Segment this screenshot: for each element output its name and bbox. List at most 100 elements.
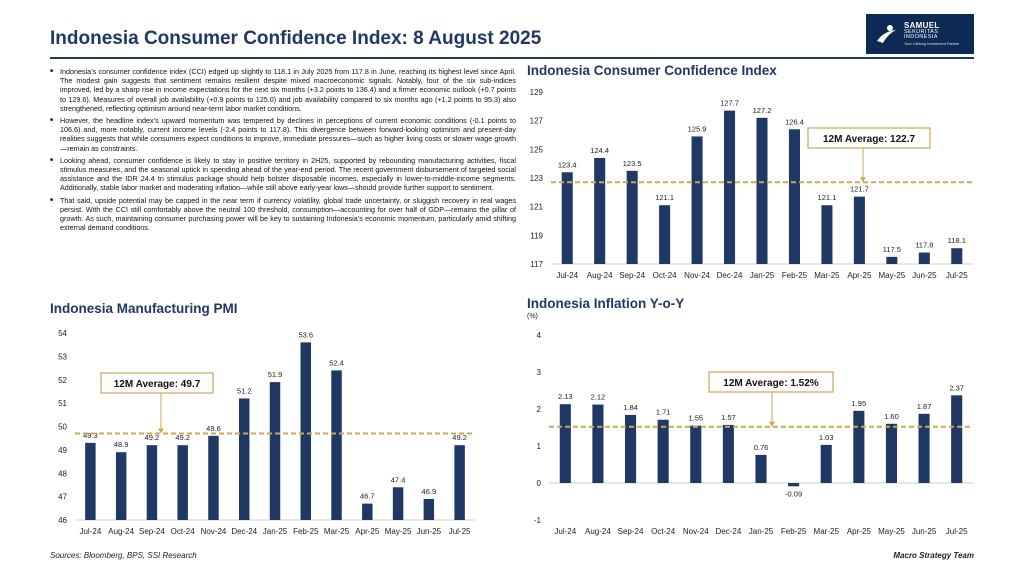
y-tick-label: 119 <box>530 231 543 240</box>
data-label: 118.1 <box>948 236 966 245</box>
data-label: 126.4 <box>785 117 804 126</box>
bar-Dec-24 <box>724 110 736 264</box>
bar-Feb-25 <box>300 342 311 520</box>
x-tick-label: Sep-24 <box>619 271 645 280</box>
data-label: 49.3 <box>83 431 98 440</box>
x-tick-label: Mar-25 <box>324 527 350 536</box>
bar-Jul-25 <box>951 395 963 483</box>
bar-Apr-25 <box>362 503 373 520</box>
x-tick-label: Oct-24 <box>651 527 676 536</box>
x-tick-label: Mar-25 <box>814 271 840 280</box>
data-label: 117.5 <box>883 245 901 254</box>
data-label: 49.2 <box>452 433 467 442</box>
x-tick-label: Apr-25 <box>847 271 872 280</box>
y-tick-label: 53 <box>58 352 67 361</box>
x-tick-label: Jul-25 <box>946 527 968 536</box>
data-label: 125.9 <box>688 124 707 133</box>
bar-Aug-24 <box>592 404 604 483</box>
bar-May-25 <box>392 487 404 520</box>
bar-Jul-24 <box>561 172 573 264</box>
data-label: 0.76 <box>754 443 769 452</box>
x-tick-label: Jun-25 <box>417 527 442 536</box>
bar-Jan-25 <box>756 117 768 264</box>
x-tick-label: Nov-24 <box>684 271 710 280</box>
x-tick-label: Dec-24 <box>715 527 741 536</box>
data-label: 49.2 <box>145 433 160 442</box>
bar-Apr-25 <box>853 410 865 483</box>
x-tick-label: Jan-25 <box>750 271 775 280</box>
cci-chart: 117 119 121 123 125 127 129 123.4 Jul-24 124.4 Aug… <box>530 88 973 280</box>
footer-team: Macro Strategy Team <box>893 551 974 560</box>
data-label: 46.9 <box>422 487 437 496</box>
commentary-bullet: However, the headline index’s upward mom… <box>50 116 516 153</box>
title-divider <box>50 57 974 59</box>
bar-Feb-25 <box>788 129 800 264</box>
bar-Sep-24 <box>624 414 637 483</box>
data-label: 52.4 <box>329 358 344 367</box>
data-label: 127.2 <box>753 106 772 115</box>
bar-Dec-24 <box>722 424 734 483</box>
bar-Nov-24 <box>690 425 702 483</box>
bar-Oct-24 <box>659 205 671 264</box>
bar-Sep-24 <box>146 445 158 520</box>
x-tick-label: Jan-25 <box>263 527 288 536</box>
y-tick-label: 121 <box>530 203 544 212</box>
x-tick-label: Jul-25 <box>449 527 471 536</box>
data-label: 1.84 <box>623 403 638 412</box>
x-tick-label: May-25 <box>385 527 412 536</box>
commentary-bullet: Indonesia’s consumer confidence index (C… <box>50 67 516 113</box>
x-tick-label: Aug-24 <box>587 271 613 280</box>
data-label: 49.6 <box>206 424 221 433</box>
y-tick-label: 54 <box>58 329 67 338</box>
x-tick-label: Apr-25 <box>847 527 872 536</box>
data-label: 2.13 <box>558 392 573 401</box>
y-tick-label: 51 <box>58 399 67 408</box>
data-label: 1.87 <box>917 402 932 411</box>
company-logo: SAMUEL SEKURITAS INDONESIA Your Lifelong… <box>866 14 974 54</box>
data-label: 124.4 <box>590 146 609 155</box>
bar-Jul-25 <box>951 248 963 264</box>
y-tick-label: 0 <box>537 479 542 488</box>
x-tick-label: Jul-24 <box>556 271 578 280</box>
x-tick-label: Jun-25 <box>912 527 937 536</box>
bar-Jun-25 <box>423 498 435 520</box>
pmi-chart: 46 47 48 49 50 51 52 53 54 49.3 Jul-24 48.9 Aug-24 49… <box>58 329 475 536</box>
data-label: -0.09 <box>785 489 802 498</box>
y-tick-label: 48 <box>58 469 67 478</box>
average-callout-arrow <box>158 428 164 434</box>
y-tick-label: 2 <box>537 405 542 414</box>
bar-May-25 <box>886 256 898 264</box>
y-tick-label: 129 <box>530 88 544 97</box>
y-tick-label: 127 <box>530 117 544 126</box>
data-label: 51.2 <box>237 386 252 395</box>
x-tick-label: Aug-24 <box>108 527 134 536</box>
x-tick-label: Feb-25 <box>781 527 807 536</box>
y-tick-label: 1 <box>537 442 542 451</box>
bar-Jan-25 <box>755 454 767 483</box>
logo-tagline: Your Lifelong Investment Partner <box>903 41 960 46</box>
y-tick-label: 47 <box>58 493 67 502</box>
commentary: Indonesia’s consumer confidence index (C… <box>50 67 516 235</box>
data-label: 49.2 <box>175 433 190 442</box>
x-tick-label: Aug-24 <box>585 527 611 536</box>
x-tick-label: Apr-25 <box>355 527 380 536</box>
x-tick-label: Nov-24 <box>683 527 709 536</box>
x-tick-label: Nov-24 <box>201 527 227 536</box>
data-label: 53.6 <box>298 330 313 339</box>
data-label: 47.4 <box>391 475 406 484</box>
bar-Mar-25 <box>820 444 832 483</box>
y-tick-label: 4 <box>537 331 542 340</box>
y-tick-label: 49 <box>58 446 67 455</box>
data-label: 117.8 <box>915 241 933 250</box>
x-tick-label: Jul-25 <box>946 271 968 280</box>
average-callout-arrow <box>769 421 775 427</box>
x-tick-label: Sep-24 <box>618 527 644 536</box>
data-label: 123.4 <box>558 160 577 169</box>
data-label: 51.9 <box>268 370 283 379</box>
x-tick-label: Jul-24 <box>79 527 101 536</box>
x-tick-label: Sep-24 <box>139 527 165 536</box>
data-label: 121.1 <box>818 193 837 202</box>
logo-subname: SEKURITAS INDONESIA <box>903 28 939 41</box>
logo-name: SAMUEL <box>903 20 940 30</box>
bar-Oct-24 <box>657 419 669 483</box>
